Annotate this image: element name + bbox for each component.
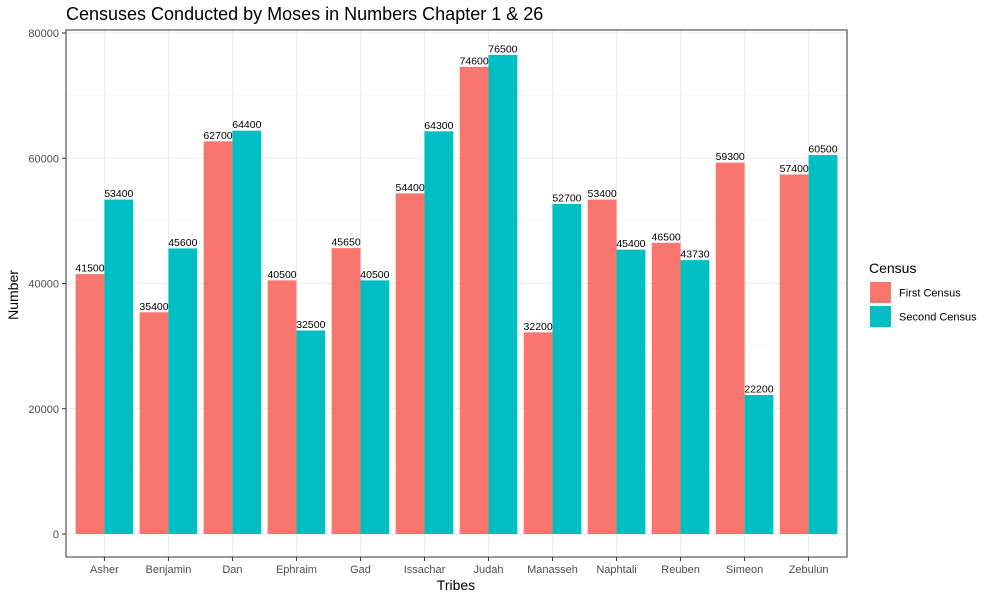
bar [360, 280, 390, 534]
data-label: 60500 [808, 144, 837, 156]
x-axis-title: Tribes [437, 577, 475, 593]
bar [459, 66, 489, 534]
bar [331, 248, 361, 534]
data-label: 40500 [267, 269, 296, 281]
x-tick-label: Judah [474, 564, 504, 576]
bar [424, 131, 454, 535]
x-tick-label: Reuben [661, 564, 700, 576]
bar [75, 274, 105, 534]
bar [552, 203, 582, 534]
bar [203, 141, 233, 534]
bar [680, 260, 710, 534]
x-tick-label: Naphtali [596, 564, 636, 576]
data-label: 32500 [296, 319, 325, 331]
x-tick-label: Zebulun [789, 564, 829, 576]
legend-swatch [870, 282, 891, 303]
x-tick-label: Manasseh [527, 564, 578, 576]
data-label: 76500 [488, 43, 517, 55]
bar [296, 330, 326, 534]
data-label: 32200 [524, 321, 553, 333]
data-label: 52700 [552, 192, 581, 204]
bar [232, 130, 262, 534]
data-label: 40500 [360, 269, 389, 281]
x-tick-label: Dan [222, 564, 242, 576]
legend-swatch [870, 306, 891, 327]
data-label: 53400 [588, 188, 617, 200]
data-label: 64300 [424, 120, 453, 132]
bar [395, 193, 425, 534]
data-label: 64400 [232, 119, 261, 131]
bar [744, 394, 774, 534]
chart-title: Censuses Conducted by Moses in Numbers C… [66, 4, 543, 24]
y-tick-label: 60000 [28, 153, 59, 165]
data-label: 57400 [780, 163, 809, 175]
y-tick-label: 40000 [28, 279, 59, 291]
data-label: 46500 [652, 231, 681, 243]
x-tick-label: Ephraim [276, 564, 317, 576]
bar [808, 155, 838, 534]
x-tick-label: Asher [90, 564, 119, 576]
data-label: 43730 [680, 249, 709, 261]
legend-label: Second Census [899, 312, 977, 324]
bar [168, 248, 198, 534]
bar [587, 199, 617, 534]
bar [651, 242, 681, 534]
bar [523, 332, 553, 534]
bar [139, 312, 169, 534]
data-label: 62700 [203, 130, 232, 142]
data-label: 59300 [716, 151, 745, 163]
x-tick-label: Issachar [404, 564, 446, 576]
y-tick-label: 20000 [28, 404, 59, 416]
y-tick-label: 0 [53, 529, 59, 541]
bar [488, 54, 518, 534]
data-label: 74600 [460, 55, 489, 67]
data-label: 45600 [168, 237, 197, 249]
bar [104, 199, 134, 534]
bar [715, 162, 745, 535]
legend-title: Census [869, 260, 916, 276]
data-label: 22200 [744, 383, 773, 395]
x-tick-label: Simeon [726, 564, 763, 576]
x-tick-label: Gad [350, 564, 371, 576]
bar [616, 249, 646, 534]
data-label: 41500 [75, 263, 104, 275]
data-label: 54400 [395, 182, 424, 194]
bar [779, 174, 809, 534]
y-tick-label: 80000 [28, 28, 59, 40]
bar [267, 280, 297, 534]
data-label: 35400 [139, 301, 168, 313]
legend: Census First Census Second Census [869, 260, 977, 327]
y-axis-title: Number [5, 270, 21, 320]
data-label: 45650 [331, 237, 360, 249]
data-label: 45400 [616, 238, 645, 250]
data-label: 53400 [104, 188, 133, 200]
panel-border [65, 29, 848, 558]
legend-label: First Census [899, 288, 961, 300]
x-tick-label: Benjamin [145, 564, 191, 576]
